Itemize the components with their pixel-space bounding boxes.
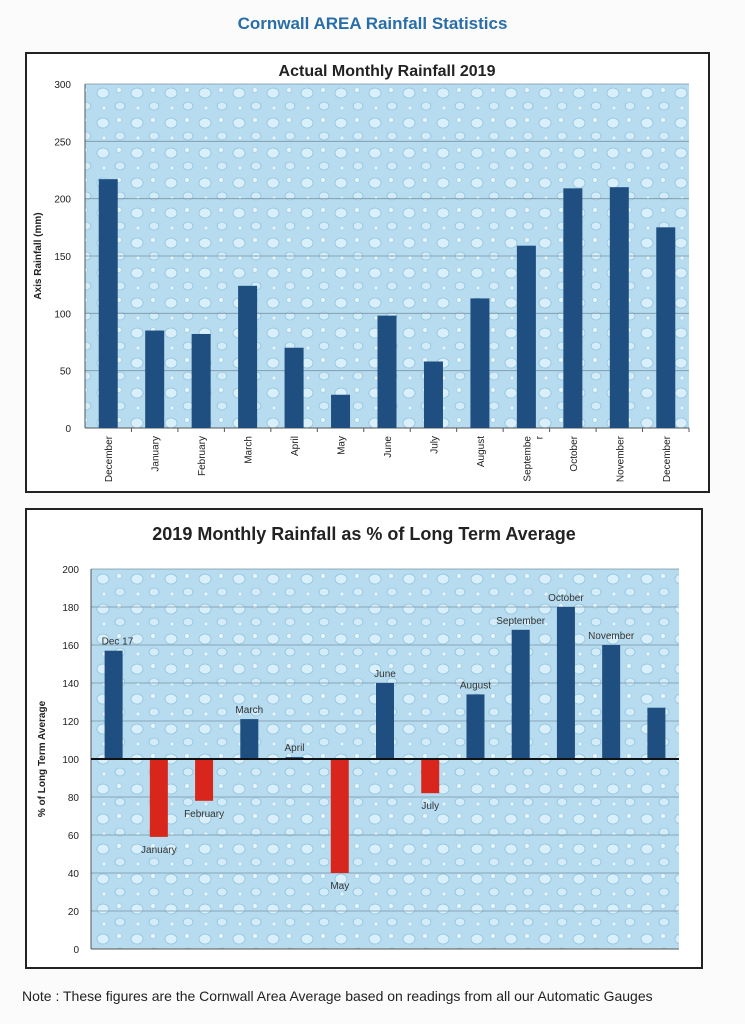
chart2-bar: [511, 629, 530, 759]
chart2-bar-label: October: [548, 593, 584, 604]
actual-rainfall-chart: Actual Monthly Rainfall 2019 0 50 100 150 200…: [25, 52, 710, 493]
chart1-x-tick-label: December: [104, 435, 115, 482]
chart2-y-tick-label: 40: [68, 869, 80, 880]
chart2-bar-label: April: [285, 743, 305, 754]
chart2-bar: [240, 719, 259, 759]
chart2-bar-label: September: [496, 616, 546, 627]
chart1-bar: [284, 347, 304, 428]
chart2-bar-label: February: [184, 809, 224, 820]
chart2-bar: [602, 645, 621, 759]
chart1-x-tick-label-line: December: [662, 435, 673, 482]
chart1-x-tick-label-line: August: [476, 436, 487, 467]
chart1-x-tick-label-line: October: [569, 435, 580, 471]
chart2-y-tick-label: 140: [62, 679, 79, 690]
chart1-bar: [377, 315, 397, 428]
chart1-bar: [331, 394, 351, 428]
chart1-x-tick-label: December: [662, 435, 673, 482]
chart1-x-tick-label-line: r: [534, 435, 545, 439]
chart2-y-tick-label: 100: [62, 755, 79, 766]
chart1-x-tick-label: April: [290, 436, 301, 456]
chart1-x-tick-label-line: May: [337, 436, 348, 455]
chart1-bar: [470, 298, 490, 428]
chart1-bar: [609, 187, 629, 428]
actual-rainfall-chart-svg: Actual Monthly Rainfall 2019 0 50 100 150 200…: [33, 63, 690, 482]
chart1-x-tick-label-line: Septembe: [522, 436, 533, 482]
chart2-y-tick-label: 180: [62, 603, 79, 614]
chart2-y-tick-label: 60: [68, 831, 80, 842]
chart1-x-tick-label: July: [429, 436, 440, 454]
chart1-x-tick-label: March: [244, 436, 255, 464]
chart1-y-tick-label: 50: [60, 367, 72, 378]
chart1-x-tick-label: January: [151, 436, 162, 472]
chart2-bar: [376, 683, 394, 759]
chart1-y-tick-label: 250: [54, 137, 71, 148]
chart1-x-tick-label-line: November: [615, 435, 626, 482]
chart1-x-tick-label: September: [522, 435, 545, 481]
chart2-bar: [104, 650, 123, 759]
chart2-bar: [647, 707, 666, 759]
chart2-bar-label: Dec 17: [102, 637, 134, 648]
chart2-y-axis-label: % of Long Term Average: [37, 700, 48, 817]
chart1-x-tick-label-line: April: [290, 436, 301, 456]
chart2-y-tick-label: 200: [62, 565, 79, 576]
chart1-y-tick-label: 150: [54, 252, 71, 263]
chart2-bar: [466, 694, 485, 759]
chart2-bar-label: November: [588, 631, 635, 642]
chart1-x-tick-label-line: March: [244, 436, 255, 464]
chart1-title: Actual Monthly Rainfall 2019: [279, 63, 496, 80]
chart1-bar: [98, 179, 118, 428]
chart2-bar: [330, 759, 349, 873]
chart2-bar-label: August: [460, 680, 491, 691]
chart1-x-tick-label: October: [569, 435, 580, 471]
chart1-y-tick-label: 300: [54, 80, 71, 91]
chart1-x-tick-label: June: [383, 436, 394, 458]
chart1-bar: [423, 361, 443, 428]
chart2-bar: [195, 759, 214, 801]
chart2-bar: [556, 607, 575, 759]
chart2-bar-label: January: [141, 845, 177, 856]
chart2-y-tick-label: 20: [68, 907, 80, 918]
chart1-x-tick-label-line: July: [429, 436, 440, 454]
footer-note: Note : These figures are the Cornwall Ar…: [22, 988, 653, 1004]
chart1-bar: [516, 245, 536, 428]
chart1-bar: [238, 285, 258, 428]
chart1-y-tick-label: 100: [54, 309, 71, 320]
chart2-y-tick-label: 80: [68, 793, 80, 804]
percent-average-chart-svg: 2019 Monthly Rainfall as % of Long Term …: [37, 524, 679, 956]
chart1-x-tick-label-line: February: [197, 436, 208, 476]
chart1-x-tick-label: February: [197, 436, 208, 476]
chart1-y-tick-label: 0: [65, 424, 71, 435]
chart2-y-tick-label: 160: [62, 641, 79, 652]
percent-average-chart: 2019 Monthly Rainfall as % of Long Term …: [25, 508, 703, 969]
chart2-bar: [421, 759, 440, 794]
chart2-title: 2019 Monthly Rainfall as % of Long Term …: [152, 524, 575, 544]
chart2-bar: [149, 759, 168, 837]
chart1-y-axis-label: Axis Rainfall (mm): [33, 212, 44, 299]
page-title: Cornwall AREA Rainfall Statistics: [237, 14, 508, 33]
chart1-bar: [145, 330, 165, 428]
chart1-x-tick-label: May: [337, 436, 348, 455]
chart1-x-tick-label: August: [476, 436, 487, 467]
chart1-x-tick-label-line: January: [151, 436, 162, 472]
chart2-bar-label: March: [235, 705, 263, 716]
chart1-y-tick-label: 200: [54, 195, 71, 206]
chart1-x-tick-label-line: December: [104, 435, 115, 482]
chart1-bar: [563, 188, 583, 428]
chart2-bar-label: June: [374, 669, 396, 680]
chart1-bar: [656, 227, 676, 428]
chart2-bar-label: July: [421, 801, 439, 812]
chart2-bar-label: May: [330, 881, 349, 892]
chart1-x-tick-label-line: June: [383, 436, 394, 458]
chart2-y-tick-label: 120: [62, 717, 79, 728]
chart1-x-tick-label: November: [615, 435, 626, 482]
chart2-y-tick-label: 0: [73, 945, 79, 956]
chart1-bar: [191, 333, 211, 428]
